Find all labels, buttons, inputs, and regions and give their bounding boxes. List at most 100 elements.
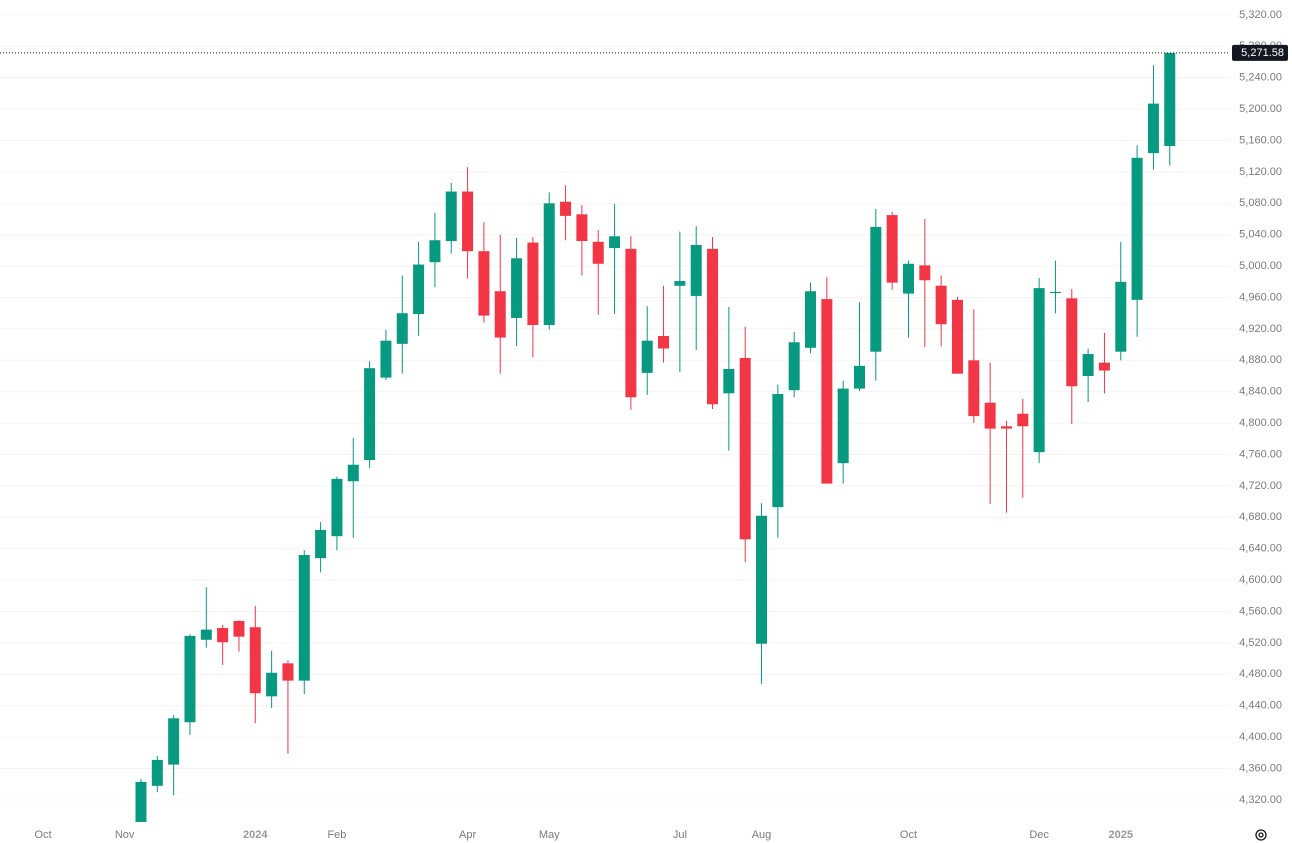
candle-body xyxy=(690,244,702,296)
y-tick-label: 5,080.00 xyxy=(1239,197,1282,209)
candle-body xyxy=(233,620,245,637)
candle-body xyxy=(625,248,637,398)
last-price-label: 5,271.58 xyxy=(1241,47,1284,59)
y-tick-label: 4,640.00 xyxy=(1239,543,1282,555)
candle-body xyxy=(805,291,817,348)
x-tick-label: 2025 xyxy=(1109,829,1133,841)
candle-body xyxy=(576,214,588,242)
candle-body xyxy=(886,215,898,283)
x-tick-label: Dec xyxy=(1029,829,1049,841)
candle-body xyxy=(168,718,180,765)
y-tick-label: 4,880.00 xyxy=(1239,354,1282,366)
candle-body xyxy=(298,555,310,681)
y-tick-label: 5,040.00 xyxy=(1239,229,1282,241)
candle-body xyxy=(641,340,653,373)
candle-body xyxy=(217,628,229,643)
candle-body xyxy=(968,360,980,417)
axes: 4,320.00 4,360.00 4,400.00 4,440.00 4,480.00… xyxy=(0,9,1288,841)
x-tick-label: Apr xyxy=(459,829,476,841)
y-tick-label: 4,840.00 xyxy=(1239,386,1282,398)
candle-body xyxy=(870,226,882,352)
candle-body xyxy=(756,515,768,644)
y-tick-label: 5,160.00 xyxy=(1239,134,1282,146)
y-tick-label: 5,200.00 xyxy=(1239,103,1282,115)
settings-hub xyxy=(1258,832,1264,838)
y-tick-label: 4,480.00 xyxy=(1239,668,1282,680)
candle-body xyxy=(527,242,539,326)
candle-body xyxy=(151,759,163,786)
candle-body xyxy=(1147,103,1159,154)
y-tick-label: 4,800.00 xyxy=(1239,417,1282,429)
candle-body xyxy=(315,529,327,559)
x-tick-label: Feb xyxy=(327,829,346,841)
candle-body xyxy=(951,299,963,374)
candle-body xyxy=(1082,354,1094,377)
candle-body xyxy=(1017,413,1029,427)
candle-body xyxy=(364,368,376,461)
candle-body xyxy=(1000,426,1012,429)
candle-body xyxy=(919,265,931,281)
y-tick-label: 4,440.00 xyxy=(1239,700,1282,712)
candle-body xyxy=(935,285,947,325)
y-tick-label: 4,920.00 xyxy=(1239,323,1282,335)
candle-body xyxy=(1033,288,1045,453)
candle-body xyxy=(658,335,670,349)
candle-body xyxy=(396,313,408,344)
candle-body xyxy=(200,629,212,640)
candle-body xyxy=(445,191,457,242)
x-tick-label: 2024 xyxy=(243,829,268,841)
y-tick-label: 5,320.00 xyxy=(1239,9,1282,21)
x-tick-label: May xyxy=(539,829,560,841)
y-tick-label: 4,680.00 xyxy=(1239,511,1282,523)
settings-icon[interactable] xyxy=(1255,829,1267,841)
candle-body xyxy=(184,635,196,723)
last-price-box xyxy=(1232,44,1288,61)
candle-body xyxy=(609,236,621,249)
candle-body xyxy=(1098,362,1110,371)
candle-body xyxy=(1066,298,1078,387)
candle-body xyxy=(511,258,523,318)
candle-body xyxy=(135,781,147,822)
y-tick-label: 4,320.00 xyxy=(1239,794,1282,806)
candle-body xyxy=(331,478,343,537)
y-tick-label: 4,600.00 xyxy=(1239,574,1282,586)
candle-body xyxy=(707,248,719,405)
candle-body xyxy=(984,402,996,429)
x-tick-label: Jul xyxy=(673,829,687,841)
y-tick-label: 4,360.00 xyxy=(1239,762,1282,774)
y-tick-label: 4,400.00 xyxy=(1239,731,1282,743)
candle-body xyxy=(1049,292,1061,294)
candle-body xyxy=(413,264,425,315)
x-tick-label: Nov xyxy=(115,829,135,841)
candle-body xyxy=(282,663,294,681)
y-tick-label: 4,720.00 xyxy=(1239,480,1282,492)
y-tick-label: 4,520.00 xyxy=(1239,637,1282,649)
candle-body xyxy=(560,201,572,216)
candle-body xyxy=(429,240,441,263)
x-tick-label: Oct xyxy=(900,829,917,841)
y-tick-label: 5,240.00 xyxy=(1239,72,1282,84)
candles xyxy=(135,52,1176,822)
candle-body xyxy=(592,241,604,264)
x-tick-label: Oct xyxy=(34,829,51,841)
y-tick-label: 5,120.00 xyxy=(1239,166,1282,178)
settings-ring xyxy=(1255,829,1267,841)
y-tick-label: 5,000.00 xyxy=(1239,260,1282,272)
y-tick-label: 4,560.00 xyxy=(1239,605,1282,617)
candle-body xyxy=(772,394,784,508)
candle-body xyxy=(249,627,261,694)
candle-body xyxy=(837,388,849,464)
candle-body xyxy=(821,299,833,484)
candle-body xyxy=(380,340,392,378)
candle-body xyxy=(674,281,686,286)
candle-body xyxy=(788,342,800,391)
y-tick-label: 4,960.00 xyxy=(1239,291,1282,303)
y-tick-label: 4,760.00 xyxy=(1239,448,1282,460)
candle-body xyxy=(902,263,914,294)
candle-body xyxy=(266,672,278,697)
x-tick-label: Aug xyxy=(752,829,772,841)
candle-body xyxy=(478,251,490,316)
candle-body xyxy=(1131,157,1143,300)
